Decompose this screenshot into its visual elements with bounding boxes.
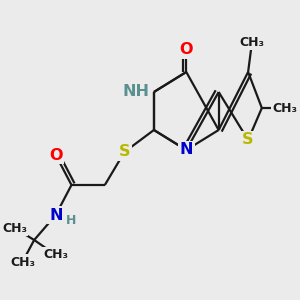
Text: N: N [179,142,193,158]
Text: CH₃: CH₃ [10,256,35,268]
Text: CH₃: CH₃ [43,248,68,262]
Text: CH₃: CH₃ [2,221,27,235]
Text: O: O [49,148,62,163]
Text: N: N [49,208,62,223]
Text: S: S [119,145,130,160]
Text: CH₃: CH₃ [239,35,265,49]
Text: O: O [179,43,193,58]
Text: H: H [66,214,77,226]
Text: CH₃: CH₃ [272,101,297,115]
Text: NH: NH [123,85,150,100]
Text: S: S [242,133,254,148]
